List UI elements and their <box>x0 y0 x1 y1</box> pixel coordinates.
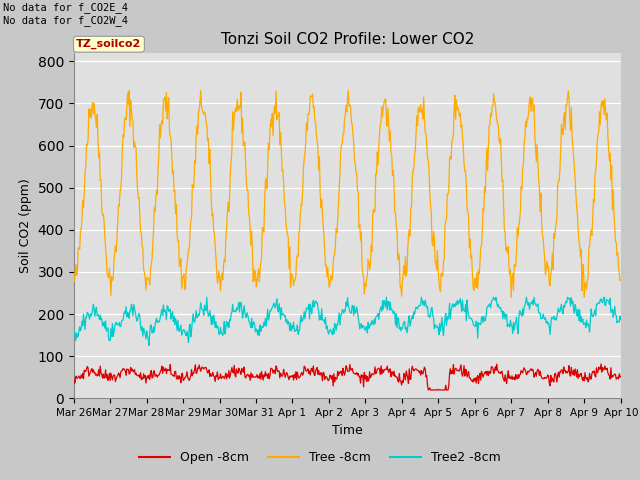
Title: Tonzi Soil CO2 Profile: Lower CO2: Tonzi Soil CO2 Profile: Lower CO2 <box>221 33 474 48</box>
Text: No data for f_CO2E_4
No data for f_CO2W_4: No data for f_CO2E_4 No data for f_CO2W_… <box>3 2 128 26</box>
X-axis label: Time: Time <box>332 424 363 437</box>
Text: TZ_soilco2: TZ_soilco2 <box>76 39 141 49</box>
Y-axis label: Soil CO2 (ppm): Soil CO2 (ppm) <box>19 178 32 273</box>
Legend: Open -8cm, Tree -8cm, Tree2 -8cm: Open -8cm, Tree -8cm, Tree2 -8cm <box>134 446 506 469</box>
